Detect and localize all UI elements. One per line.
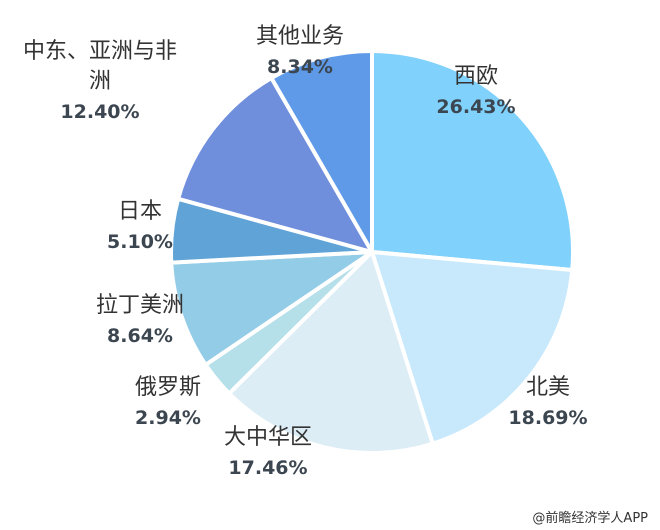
slice-label: 西欧 26.43%: [396, 62, 556, 122]
pie-slice: [176, 75, 374, 254]
pie-slice: [169, 250, 374, 367]
category-label: 日本: [117, 199, 162, 224]
value-label: 18.69%: [508, 407, 588, 429]
category-label: 大中华区: [223, 425, 312, 450]
pie-slice: [269, 49, 374, 254]
value-label: 26.43%: [436, 96, 516, 118]
category-label: 西欧: [453, 64, 498, 89]
slice-label: 俄罗斯 2.94%: [88, 373, 248, 433]
value-label: 17.46%: [228, 457, 308, 479]
slice-label: 其他业务 8.34%: [220, 22, 380, 82]
value-label: 8.34%: [267, 56, 333, 78]
pie-slice: [227, 250, 435, 455]
category-label: 俄罗斯: [134, 375, 201, 400]
category-label: 其他业务: [255, 24, 344, 49]
pie-slice: [370, 250, 575, 446]
value-label: 2.94%: [135, 407, 201, 429]
slice-label: 北美 18.69%: [468, 373, 628, 433]
slice-label: 大中华区 17.46%: [188, 423, 348, 483]
value-label: 5.10%: [107, 231, 173, 253]
slice-label: 中东、亚洲与非洲 12.40%: [20, 37, 180, 127]
category-label: 中东、亚洲与非洲: [22, 39, 177, 94]
category-label: 北美: [525, 375, 570, 400]
source: @前瞻经济学人APP: [532, 511, 648, 526]
value-label: 12.40%: [60, 101, 140, 123]
slice-label: 日本 5.10%: [60, 197, 220, 257]
value-label: 8.64%: [107, 325, 173, 347]
slice-label: 拉丁美洲 8.64%: [60, 291, 220, 351]
pie-slice: [370, 49, 575, 273]
category-label: 拉丁美洲: [95, 293, 184, 318]
